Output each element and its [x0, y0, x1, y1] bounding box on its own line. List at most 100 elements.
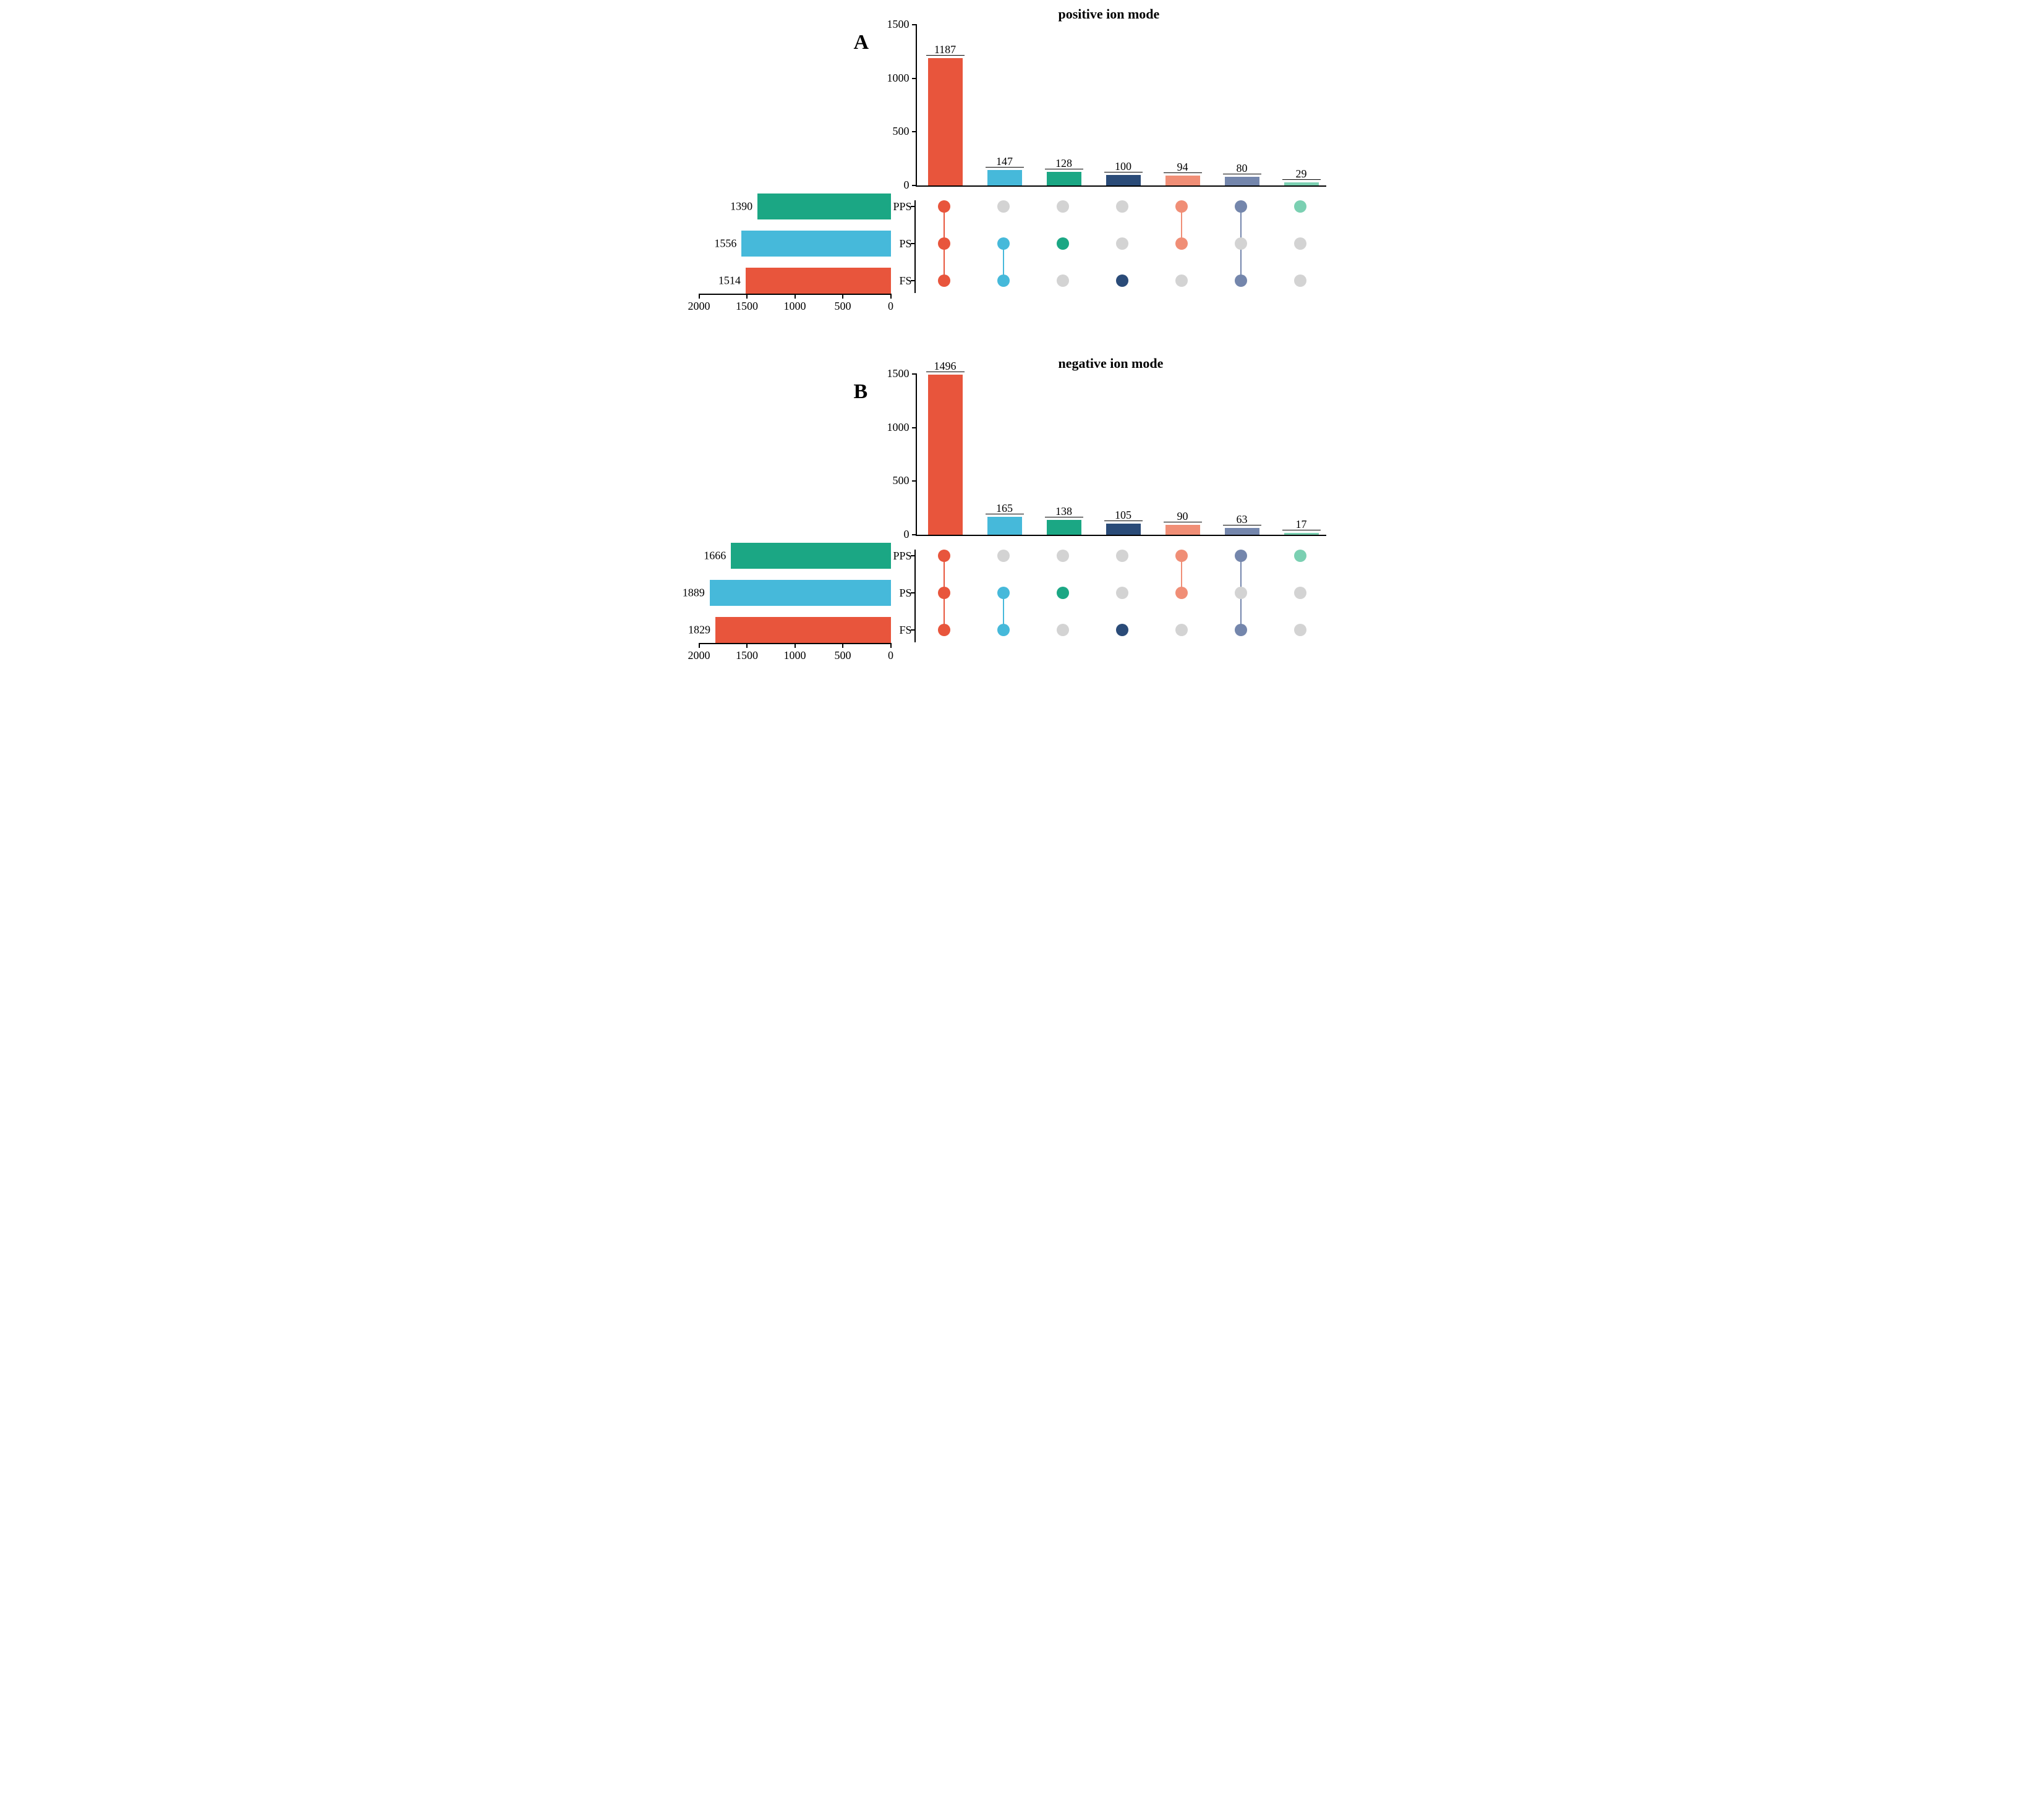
intersection-bar-value: 90: [1165, 510, 1200, 523]
y-tick: 500: [912, 480, 917, 482]
matrix-dot-active: [1235, 624, 1247, 636]
y-tick-label: 1000: [887, 72, 910, 85]
x-tick: 500: [842, 643, 843, 648]
matrix-dot-active: [1175, 550, 1188, 562]
matrix-dot-active: [997, 274, 1010, 287]
x-tick: 500: [842, 294, 843, 299]
set-size-bar-value: 1390: [730, 200, 757, 213]
set-size-bar: 1889: [710, 580, 891, 606]
intersection-bar-value: 63: [1225, 513, 1259, 526]
intersection-bar-value: 29: [1284, 168, 1319, 181]
matrix-dot-inactive: [1235, 237, 1247, 250]
intersection-bar-value: 80: [1225, 162, 1259, 175]
intersection-bar-chart: 0500100015001496165138105906317: [916, 374, 1326, 536]
matrix-dot-inactive: [997, 200, 1010, 213]
set-row-label: FS: [899, 274, 915, 287]
set-size-bar: 1556: [741, 231, 890, 257]
set-size-bar-value: 1666: [704, 550, 731, 563]
intersection-bar-value: 165: [987, 502, 1022, 515]
matrix-dot-inactive: [1057, 550, 1069, 562]
y-tick-label: 0: [904, 528, 910, 541]
x-tick-label: 1000: [784, 300, 806, 313]
intersection-bar: 165: [987, 517, 1022, 535]
matrix-dot-inactive: [997, 550, 1010, 562]
x-tick: 1500: [746, 643, 748, 648]
matrix-dot-inactive: [1116, 237, 1128, 250]
y-tick-label: 1500: [887, 367, 910, 380]
intersection-bar: 1496: [928, 375, 963, 535]
intersection-bar-value: 105: [1106, 509, 1141, 522]
panel-title: positive ion mode: [1059, 6, 1160, 22]
x-tick-label: 500: [835, 300, 851, 313]
set-row-label: PS: [899, 237, 915, 250]
x-tick: 1500: [746, 294, 748, 299]
matrix-dot-active: [1175, 200, 1188, 213]
intersection-bar-value: 147: [987, 155, 1022, 168]
x-tick-label: 1000: [784, 649, 806, 662]
y-tick: 0: [912, 185, 917, 186]
y-tick: 1000: [912, 427, 917, 428]
set-row-label: FS: [899, 624, 915, 637]
intersection-bar: 94: [1165, 176, 1200, 185]
matrix-dot-active: [1294, 550, 1306, 562]
y-tick-label: 1000: [887, 421, 910, 434]
set-size-bar: 1514: [746, 268, 891, 294]
matrix-dot-active: [938, 237, 950, 250]
y-tick-label: 0: [904, 179, 910, 192]
set-row-label: PPS: [893, 200, 915, 213]
intersection-bar: 80: [1225, 177, 1259, 185]
intersection-bar: 138: [1047, 520, 1081, 535]
intersection-bar-value: 100: [1106, 160, 1141, 173]
matrix-dot-inactive: [1116, 200, 1128, 213]
intersection-bar: 63: [1225, 528, 1259, 535]
matrix-dot-active: [997, 587, 1010, 599]
intersection-bar-value: 1187: [928, 43, 963, 56]
upset-dot-matrix: PPSPSFS: [916, 556, 1325, 642]
x-tick-label: 0: [888, 649, 893, 662]
x-tick: 1000: [795, 294, 796, 299]
panel-title: negative ion mode: [1059, 355, 1164, 372]
matrix-dot-inactive: [1175, 274, 1188, 287]
intersection-bar-value: 17: [1284, 518, 1319, 531]
intersection-bar-value: 1496: [928, 360, 963, 373]
set-row-label: PPS: [893, 550, 915, 563]
matrix-dot-inactive: [1175, 624, 1188, 636]
matrix-dot-inactive: [1116, 550, 1128, 562]
matrix-dot-active: [1116, 274, 1128, 287]
x-tick: 0: [890, 294, 892, 299]
y-tick-label: 500: [893, 125, 910, 138]
upset-figure: positive ion modeA0500100015001187147128…: [693, 6, 1349, 668]
intersection-bar: 105: [1106, 524, 1141, 535]
intersection-bar: 147: [987, 170, 1022, 185]
matrix-dot-inactive: [1116, 587, 1128, 599]
set-size-bar: 1666: [731, 543, 890, 569]
x-tick-label: 0: [888, 300, 893, 313]
y-tick: 1500: [912, 24, 917, 25]
x-tick-label: 500: [835, 649, 851, 662]
set-size-bar: 1390: [757, 193, 890, 219]
x-tick: 2000: [699, 294, 700, 299]
matrix-dot-inactive: [1057, 200, 1069, 213]
set-size-bar: 1829: [715, 617, 890, 643]
y-tick: 500: [912, 131, 917, 132]
set-size-bar-value: 1556: [714, 237, 741, 250]
matrix-dot-inactive: [1057, 624, 1069, 636]
matrix-dot-inactive: [1235, 587, 1247, 599]
intersection-bar: 1187: [928, 58, 963, 185]
set-size-bar-value: 1889: [683, 587, 710, 600]
matrix-dot-active: [938, 550, 950, 562]
matrix-dot-active: [997, 624, 1010, 636]
intersection-bar-chart: 0500100015001187147128100948029: [916, 25, 1326, 187]
panel-A: positive ion modeA0500100015001187147128…: [693, 6, 1349, 318]
x-tick: 1000: [795, 643, 796, 648]
matrix-dot-active: [1116, 624, 1128, 636]
matrix-dot-inactive: [1294, 587, 1306, 599]
matrix-dot-active: [1235, 200, 1247, 213]
intersection-bar-value: 94: [1165, 161, 1200, 174]
matrix-dot-inactive: [1294, 624, 1306, 636]
set-size-bar-value: 1829: [688, 624, 715, 637]
x-tick-label: 2000: [688, 649, 710, 662]
panel-label: A: [854, 31, 869, 54]
y-tick-label: 500: [893, 474, 910, 487]
matrix-dot-active: [997, 237, 1010, 250]
